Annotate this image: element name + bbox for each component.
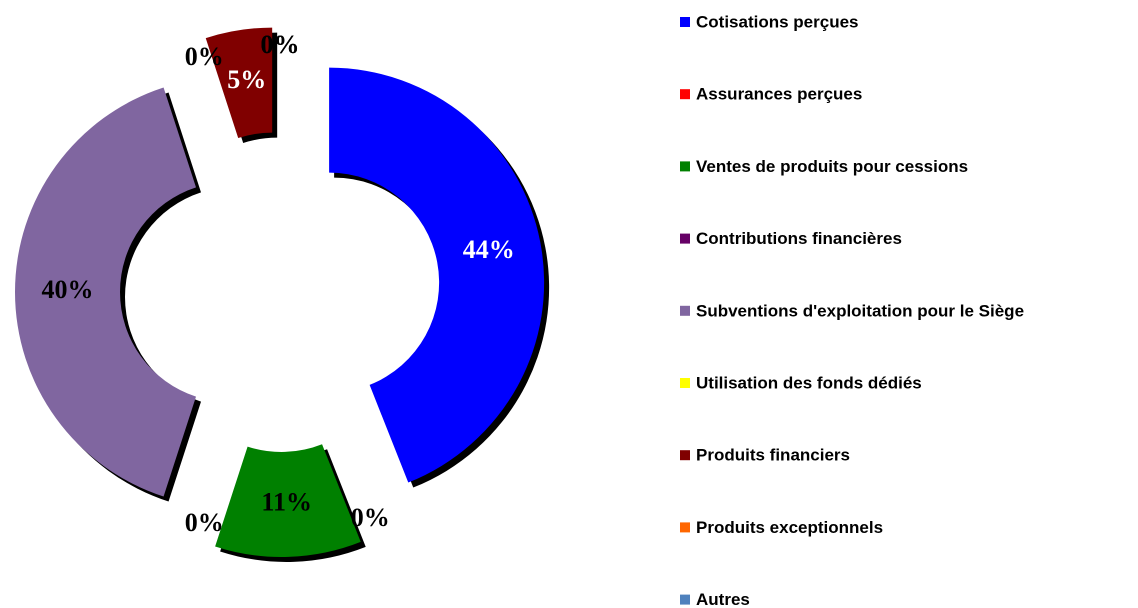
legend-swatch [680, 89, 690, 100]
legend-swatch [680, 17, 690, 27]
data-label: 0% [261, 30, 300, 59]
legend-swatch [680, 233, 690, 244]
data-label: 44% [463, 235, 515, 264]
data-label: 0% [185, 508, 224, 537]
data-label: 0% [185, 42, 224, 71]
data-label: 40% [42, 275, 94, 304]
legend: Cotisations perçues Assurances perçues Ven… [680, 12, 1024, 608]
legend-label: Autres [696, 590, 750, 608]
slice [15, 87, 197, 497]
data-label: 0% [261, 30, 300, 59]
data-label: 0% [351, 503, 390, 532]
legend-label: Produits exceptionnels [696, 518, 883, 537]
legend-swatch [680, 305, 690, 316]
slice [205, 27, 273, 138]
slice [215, 444, 361, 557]
slice [329, 67, 545, 483]
legend-label: Assurances perçues [696, 85, 862, 104]
labels: 44%0%11%0%40%0%5%0%0% [42, 30, 515, 537]
legend-label: Contributions financières [696, 229, 902, 248]
legend-swatch [680, 378, 690, 388]
legend-swatch [680, 522, 690, 533]
legend-label: Produits financiers [696, 446, 850, 465]
legend-swatch [680, 594, 690, 605]
legend-label: Utilisation des fonds dédiés [696, 373, 922, 392]
legend-swatch [680, 161, 690, 172]
legend-swatch [680, 450, 690, 461]
legend-label: Cotisations perçues [696, 12, 859, 31]
legend-label: Subventions d'exploitation pour le Siège [696, 301, 1024, 320]
data-label: 5% [227, 65, 266, 94]
slices [15, 27, 545, 557]
data-label: 11% [261, 487, 312, 516]
legend-label: Ventes de produits pour cessions [696, 157, 968, 176]
